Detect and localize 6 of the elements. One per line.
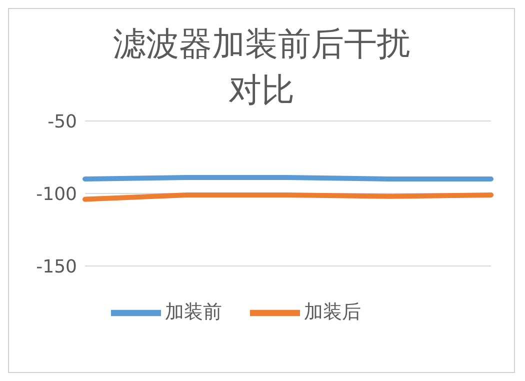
y-tick-label: -50 xyxy=(48,111,77,132)
chart-title: 滤波器加装前后干扰对比 xyxy=(112,23,411,111)
y-tick-label: -150 xyxy=(36,256,77,278)
legend-label: 加装后 xyxy=(304,301,361,324)
y-tick-label: -100 xyxy=(36,184,77,205)
legend-label: 加装前 xyxy=(165,301,222,324)
